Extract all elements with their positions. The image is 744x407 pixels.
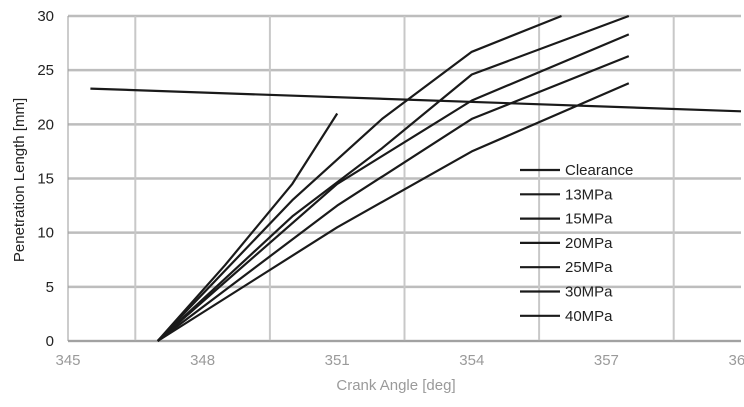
x-axis-title: Crank Angle [deg]: [336, 377, 455, 394]
legend-label: Clearance: [565, 162, 633, 179]
y-tick-label: 0: [46, 333, 54, 350]
series-line-clearance: [90, 87, 742, 113]
x-tick-label: 360: [728, 352, 744, 369]
x-tick-labels: 345 348 351 354 357 360: [55, 352, 744, 369]
y-tick-label: 30: [37, 8, 54, 25]
legend-label: 30MPa: [565, 284, 613, 301]
legend-label: 40MPa: [565, 308, 613, 325]
legend-label: 13MPa: [565, 186, 613, 203]
y-axis-title: Penetration Length [mm]: [11, 98, 28, 262]
x-tick-label: 348: [190, 352, 215, 369]
y-tick-label: 15: [37, 171, 54, 188]
series-line-40mpa: [156, 112, 339, 342]
x-tick-label: 345: [55, 352, 80, 369]
series-line-15mpa: [157, 55, 630, 342]
legend-label: 25MPa: [565, 259, 613, 276]
y-tick-label: 10: [37, 225, 54, 242]
y-tick-label: 25: [37, 62, 54, 79]
series-line-20mpa: [156, 33, 630, 342]
y-tick-label: 20: [37, 116, 54, 133]
series-line-25mpa: [156, 14, 630, 342]
gridlines: [67, 14, 741, 343]
legend-label: 15MPa: [565, 211, 613, 228]
series-lines: [90, 14, 742, 342]
x-tick-label: 357: [594, 352, 619, 369]
legend-label: 20MPa: [565, 235, 613, 252]
y-tick-label: 5: [46, 279, 54, 296]
series-line-30mpa: [156, 14, 562, 342]
y-tick-labels: 0 5 10 15 20 25 30: [37, 8, 54, 350]
x-tick-label: 354: [459, 352, 484, 369]
series-line-13mpa: [157, 82, 630, 342]
legend: Clearance 13MPa 15MPa 20MPa 25MPa 30MPa 40MPa: [520, 162, 633, 325]
x-tick-label: 351: [325, 352, 350, 369]
